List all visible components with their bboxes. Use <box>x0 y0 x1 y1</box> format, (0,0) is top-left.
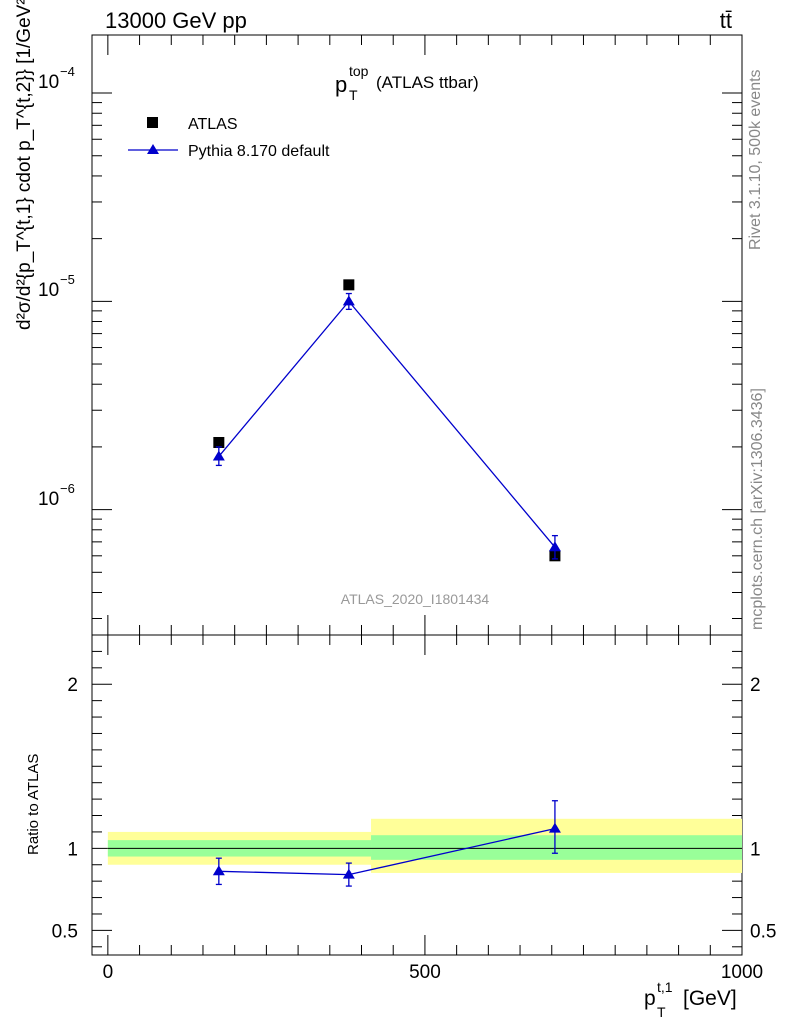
header-process: tt̄ <box>720 8 732 33</box>
y-tick-label-1e-4: 10 <box>38 72 59 93</box>
ratio-pythia-point <box>212 865 225 876</box>
x-label-p: p <box>644 987 656 1010</box>
y-tick-exp-1e-4: −4 <box>60 64 75 79</box>
pythia-data-point <box>342 295 355 306</box>
main-y-tick-labels: 10 −4 10 −5 10 −6 <box>38 64 75 510</box>
pythia-data-point <box>548 541 561 552</box>
ratio-y-tick-label-right: 0.5 <box>750 921 776 942</box>
atlas-data-point <box>343 279 355 291</box>
x-axis-label: p t,1 T [GeV] <box>644 979 737 1020</box>
x-tick-label: 0 <box>103 962 114 983</box>
x-tick-label: 500 <box>409 962 441 983</box>
y-axis-label-text: d²σ/d²{p_T^{t,1} cdot p_T^{t,2}} [1/GeV²… <box>14 0 35 330</box>
x-tick-label: 1000 <box>721 962 763 983</box>
y-tick-label-1e-6: 10 <box>38 489 59 510</box>
y-tick-exp-1e-5: −5 <box>60 272 75 287</box>
ratio-y-tick-label-left: 2 <box>67 675 78 696</box>
plot-title: p top T (ATLAS ttbar) <box>335 63 479 103</box>
title-sub: T <box>349 87 358 103</box>
atlas-data-point <box>213 436 225 448</box>
legend: ATLAS Pythia 8.170 default <box>128 116 330 160</box>
title-p: p <box>335 72 347 97</box>
header-energy: 13000 GeV pp <box>105 8 247 33</box>
ratio-y-axis-label: Ratio to ATLAS <box>25 754 42 855</box>
pythia-line <box>218 300 556 548</box>
y-tick-label-1e-5: 10 <box>38 280 59 301</box>
ratio-y-tick-label-right: 2 <box>750 675 761 696</box>
ratio-pythia-point <box>548 822 561 833</box>
analysis-watermark: ATLAS_2020_I1801434 <box>341 591 490 607</box>
main-plot-layer <box>92 35 743 635</box>
ratio-panel-frame <box>91 634 743 956</box>
ratio-stat-uncertainty-band <box>371 835 742 860</box>
ratio-y-tick-label-left: 1 <box>67 839 78 860</box>
x-label-sub: T <box>657 1004 666 1020</box>
x-label-sup: t,1 <box>657 979 673 995</box>
y-tick-exp-1e-6: −6 <box>60 481 75 496</box>
ratio-pythia-point <box>342 868 355 879</box>
mcplots-label: mcplots.cern.ch [arXiv:1306.3436] <box>749 388 766 630</box>
rivet-label: Rivet 3.1.10, 500k events <box>747 69 764 250</box>
legend-atlas-marker <box>147 117 158 128</box>
pythia-data-point <box>212 450 225 461</box>
main-y-axis-label: d²σ/d²{p_T^{t,1} cdot p_T^{t,2}} [1/GeV²… <box>14 0 35 330</box>
x-label-unit: [GeV] <box>683 987 737 1010</box>
title-sup: top <box>349 63 369 79</box>
ratio-y-tick-label-left: 0.5 <box>52 921 78 942</box>
ratio-y-tick-label-right: 1 <box>750 839 761 860</box>
legend-pythia-marker <box>147 144 159 154</box>
legend-pythia-label: Pythia 8.170 default <box>188 143 330 160</box>
legend-atlas-label: ATLAS <box>188 116 238 133</box>
title-text: (ATLAS ttbar) <box>376 73 479 92</box>
ratio-plot-layer: 0 500 1000 0.5 0.5 1 1 2 2 <box>52 634 776 983</box>
